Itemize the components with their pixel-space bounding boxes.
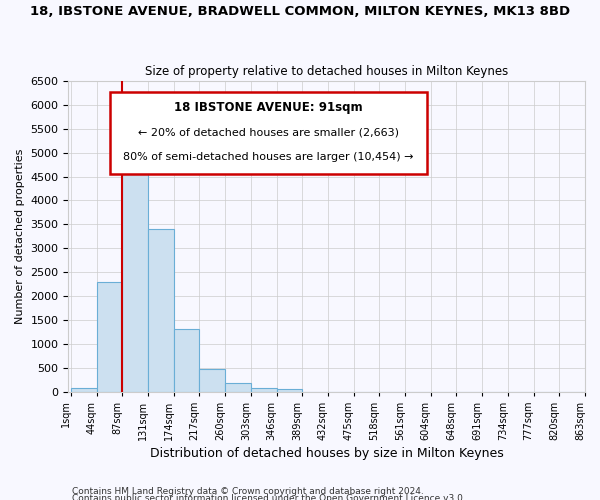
Bar [148, 229, 174, 392]
Text: Contains HM Land Registry data © Crown copyright and database right 2024.: Contains HM Land Registry data © Crown c… [72, 487, 424, 496]
Bar [225, 383, 251, 392]
X-axis label: Distribution of detached houses by size in Milton Keynes: Distribution of detached houses by size … [150, 447, 503, 460]
Text: 80% of semi-detached houses are larger (10,454) →: 80% of semi-detached houses are larger (… [124, 152, 414, 162]
Bar [71, 388, 97, 392]
Text: ← 20% of detached houses are smaller (2,663): ← 20% of detached houses are smaller (2,… [138, 128, 399, 138]
Bar [277, 389, 302, 392]
Bar [199, 368, 225, 392]
Text: Contains public sector information licensed under the Open Government Licence v3: Contains public sector information licen… [72, 494, 466, 500]
Text: 18, IBSTONE AVENUE, BRADWELL COMMON, MILTON KEYNES, MK13 8BD: 18, IBSTONE AVENUE, BRADWELL COMMON, MIL… [30, 5, 570, 18]
Y-axis label: Number of detached properties: Number of detached properties [15, 148, 25, 324]
Bar [97, 282, 122, 392]
Bar [122, 131, 148, 392]
Text: 18 IBSTONE AVENUE: 91sqm: 18 IBSTONE AVENUE: 91sqm [174, 101, 363, 114]
Bar [174, 330, 199, 392]
Title: Size of property relative to detached houses in Milton Keynes: Size of property relative to detached ho… [145, 66, 508, 78]
Bar [251, 388, 277, 392]
FancyBboxPatch shape [110, 92, 427, 174]
